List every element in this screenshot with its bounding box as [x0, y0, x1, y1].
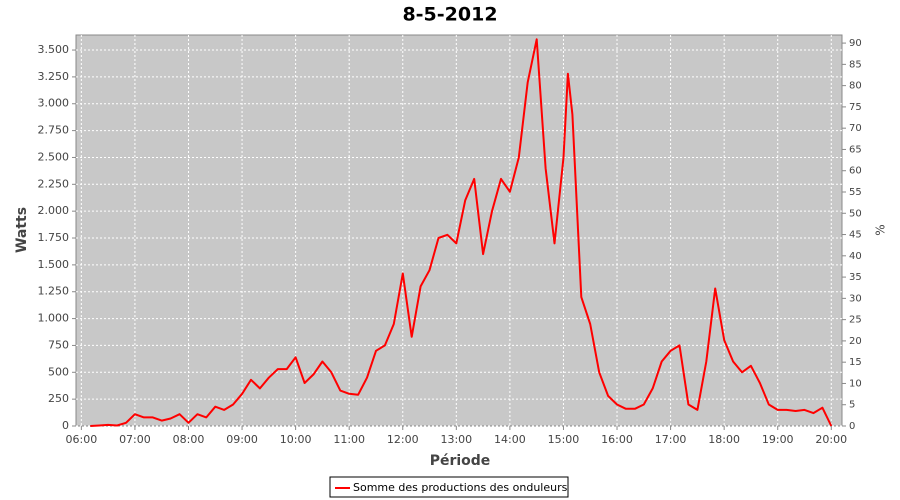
y2-tick-label: 50	[849, 208, 862, 219]
line-series	[90, 38, 833, 427]
y-tick-label: 3.000	[38, 97, 70, 110]
x-tick-label: 17:00	[655, 433, 687, 446]
y-tick-label: 2.750	[38, 124, 70, 137]
y2-tick-label: 35	[849, 272, 862, 283]
y2-tick-label: 0	[849, 421, 855, 432]
y-axis-title: Watts	[14, 207, 30, 253]
y2-tick-label: 10	[849, 378, 862, 389]
y-tick-label: 250	[48, 392, 69, 405]
y2-tick-label: 90	[849, 38, 862, 49]
y-tick-label: 2.000	[38, 204, 70, 217]
y2-tick-label: 15	[849, 357, 862, 368]
y2-tick-label: 40	[849, 251, 862, 262]
x-tick-label: 12:00	[387, 433, 419, 446]
y-tick-label: 2.500	[38, 150, 70, 163]
y2-tick-label: 30	[849, 293, 862, 304]
x-tick-label: 10:00	[280, 433, 312, 446]
y2-tick-label: 5	[849, 400, 855, 411]
y2-tick-label: 25	[849, 315, 862, 326]
y-tick-label: 3.500	[38, 43, 70, 56]
x-tick-label: 07:00	[119, 433, 151, 446]
x-tick-label: 09:00	[226, 433, 258, 446]
y2-tick-label: 60	[849, 166, 862, 177]
y-tick-label: 500	[48, 365, 69, 378]
x-tick-label: 06:00	[66, 433, 98, 446]
y2-tick-label: 45	[849, 230, 862, 241]
x-tick-label: 16:00	[601, 433, 633, 446]
x-tick-label: 13:00	[440, 433, 472, 446]
y2-tick-label: 85	[849, 59, 862, 70]
chart-title: 8-5-2012	[402, 4, 497, 26]
y-tick-label: 750	[48, 338, 69, 351]
x-tick-label: 15:00	[548, 433, 580, 446]
y2-tick-label: 65	[849, 144, 862, 155]
legend-box	[329, 476, 569, 498]
y2-tick-label: 80	[849, 81, 862, 92]
x-tick-label: 11:00	[333, 433, 365, 446]
y2-tick-label: 55	[849, 187, 862, 198]
y-tick-label: 1.250	[38, 285, 70, 298]
y2-axis-title: %	[874, 224, 888, 235]
x-tick-label: 18:00	[708, 433, 740, 446]
y-tick-label: 3.250	[38, 70, 70, 83]
y2-tick-label: 75	[849, 102, 862, 113]
x-tick-label: 20:00	[815, 433, 847, 446]
y2-tick-label: 20	[849, 336, 862, 347]
y2-tick-label: 70	[849, 123, 862, 134]
y-tick-label: 1.000	[38, 312, 70, 325]
y-tick-label: 0	[62, 419, 69, 432]
x-tick-label: 19:00	[762, 433, 794, 446]
y-tick-label: 2.250	[38, 177, 70, 190]
legend-label: Somme des productions des onduleurs	[353, 481, 568, 494]
x-tick-label: 08:00	[173, 433, 205, 446]
y-tick-label: 1.500	[38, 258, 70, 271]
x-tick-label: 14:00	[494, 433, 526, 446]
x-axis-title: Période	[430, 453, 491, 469]
y-tick-label: 1.750	[38, 231, 70, 244]
